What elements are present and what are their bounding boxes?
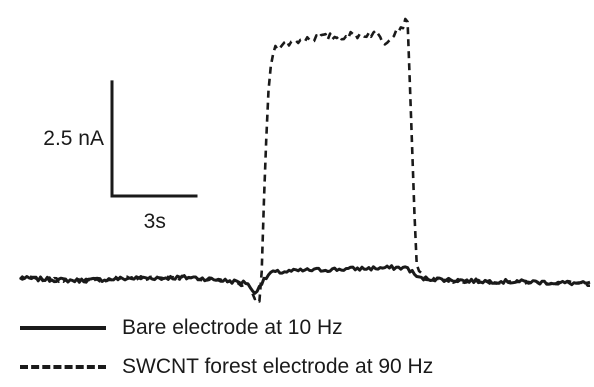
legend-item-bare: Bare electrode at 10 Hz (20, 316, 343, 340)
legend-item-swcnt: SWCNT forest electrode at 90 Hz (20, 355, 433, 379)
current-scale-label: 2.5 nA (43, 127, 104, 150)
legend-swatch-dashed (20, 365, 106, 370)
time-scale-label: 3s (144, 210, 166, 233)
legend-swatch-solid (20, 326, 106, 331)
series-line-2 (19, 17, 590, 303)
scale-bar: 2.5 nA 3s (43, 80, 198, 233)
legend-label: SWCNT forest electrode at 90 Hz (122, 355, 434, 378)
traces (19, 17, 591, 303)
legend-label: Bare electrode at 10 Hz (122, 316, 343, 339)
